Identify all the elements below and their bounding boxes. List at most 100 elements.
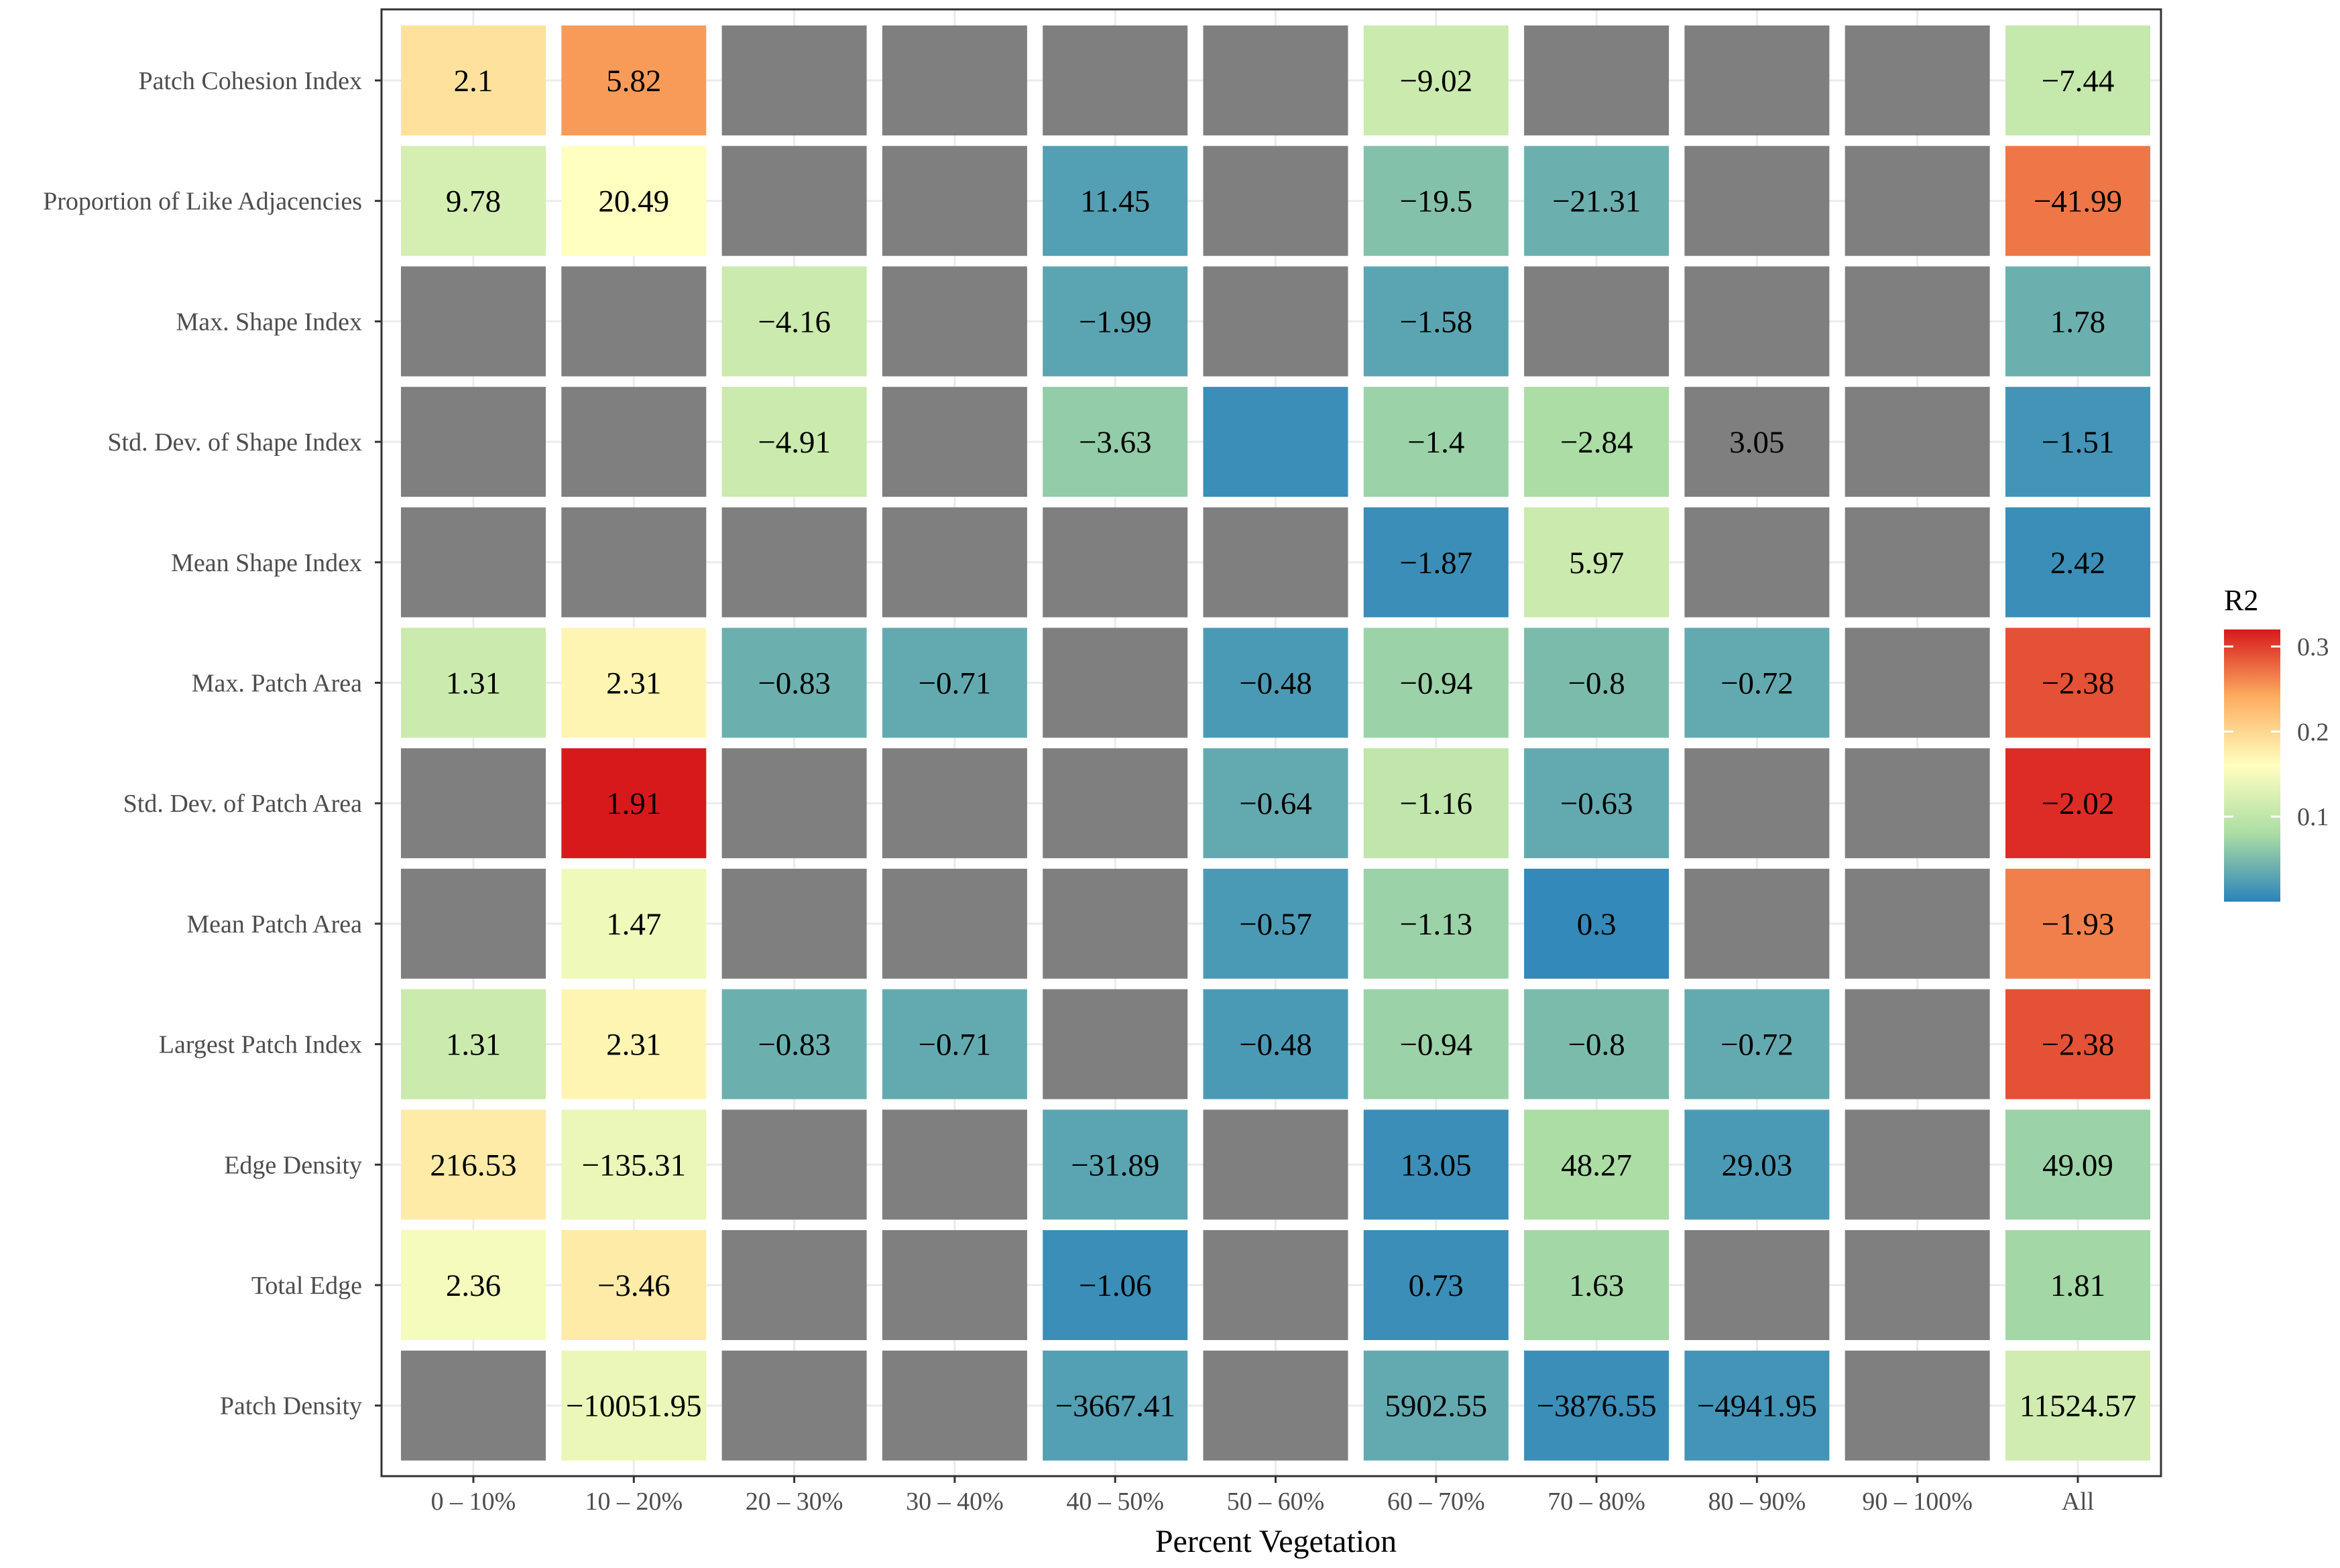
cell-value-label: −41.99 bbox=[2034, 184, 2122, 219]
cell-value-label: 1.31 bbox=[446, 1028, 501, 1063]
cell-value-label: −21.31 bbox=[1552, 184, 1641, 219]
cell-value-label: −1.06 bbox=[1079, 1268, 1152, 1303]
heatmap-cell bbox=[1524, 1109, 1670, 1220]
y-tick-label: Total Edge bbox=[251, 1272, 362, 1300]
heatmap-cell bbox=[561, 507, 707, 617]
heatmap-cell bbox=[721, 989, 867, 1099]
cell-value-label: 11.45 bbox=[1080, 184, 1150, 219]
heatmap-cell bbox=[2005, 868, 2150, 979]
heatmap-cell bbox=[1524, 387, 1670, 497]
heatmap-cell bbox=[882, 387, 1027, 497]
heatmap-cell bbox=[882, 748, 1027, 859]
heatmap-cell bbox=[1845, 1230, 1990, 1340]
cell-value-label: −1.93 bbox=[2042, 907, 2115, 942]
heatmap-cell bbox=[401, 1230, 546, 1340]
cell-value-label: −3667.41 bbox=[1055, 1389, 1175, 1424]
cell-value-label: 2.31 bbox=[606, 666, 661, 701]
y-tick-label: Largest Patch Index bbox=[159, 1031, 362, 1059]
y-axis-labels: Patch Cohesion Index Proportion of Like A… bbox=[43, 67, 382, 1421]
heatmap-cell bbox=[401, 1109, 546, 1220]
heatmap-cell bbox=[1203, 1109, 1348, 1220]
x-tick-label: 90 – 100% bbox=[1862, 1488, 1973, 1516]
heatmap-cell bbox=[1363, 1350, 1509, 1461]
heatmap-cell bbox=[1043, 748, 1188, 859]
heatmap-cell bbox=[1043, 266, 1188, 377]
heatmap-cell bbox=[1684, 1109, 1830, 1220]
heatmap-cell bbox=[1684, 868, 1830, 979]
heatmap-cell bbox=[1203, 507, 1348, 617]
cell-value-label: −31.89 bbox=[1071, 1148, 1159, 1183]
heatmap-cell bbox=[1203, 1230, 1348, 1340]
heatmap-cell bbox=[1524, 25, 1670, 135]
heatmap-cell bbox=[1043, 387, 1188, 497]
cell-value-label: 2.31 bbox=[606, 1028, 661, 1063]
heatmap-cell bbox=[721, 868, 867, 979]
cell-value-label: −0.71 bbox=[919, 666, 992, 701]
heatmap-cell bbox=[1043, 1350, 1188, 1461]
cell-value-label: −0.83 bbox=[758, 666, 831, 701]
heatmap-cell bbox=[1684, 627, 1830, 738]
heatmap-cell bbox=[882, 145, 1027, 256]
cell-value-label: 1.47 bbox=[606, 907, 661, 942]
heatmap-cell bbox=[2005, 1109, 2150, 1220]
heatmap-cell bbox=[2005, 145, 2150, 256]
heatmap-cell bbox=[882, 1350, 1027, 1461]
legend-tick-label: 0.1 bbox=[2297, 803, 2329, 831]
heatmap-cell bbox=[721, 507, 867, 617]
heatmap-cell bbox=[2005, 25, 2150, 135]
cell-value-label: −19.5 bbox=[1399, 184, 1472, 219]
heatmap-cell bbox=[882, 507, 1027, 617]
cell-value-label: −0.72 bbox=[1720, 666, 1794, 701]
x-tick-label: 50 – 60% bbox=[1227, 1488, 1325, 1516]
cell-value-label: −0.72 bbox=[1720, 1028, 1794, 1063]
cell-value-label: −1.51 bbox=[2042, 425, 2115, 460]
heatmap-cell bbox=[401, 145, 546, 256]
heatmap-cell bbox=[1043, 145, 1188, 256]
heatmap-cell bbox=[1684, 748, 1830, 859]
heatmap-cell bbox=[721, 1109, 867, 1220]
x-tick-label: 30 – 40% bbox=[906, 1488, 1004, 1516]
cell-value-label: −1.99 bbox=[1079, 304, 1152, 339]
heatmap-cell bbox=[882, 627, 1027, 738]
heatmap-cell bbox=[2005, 387, 2150, 497]
heatmap-cell bbox=[721, 387, 867, 497]
heatmap-cell bbox=[1524, 1350, 1670, 1461]
cell-value-label: −1.4 bbox=[1407, 425, 1464, 460]
cell-value-label: −10051.95 bbox=[566, 1389, 702, 1424]
cell-value-label: 2.42 bbox=[2050, 546, 2105, 581]
heatmap-cell bbox=[561, 387, 707, 497]
cell-value-label: 48.27 bbox=[1561, 1148, 1632, 1183]
x-tick-label: All bbox=[2062, 1488, 2095, 1516]
heatmap-cell bbox=[1203, 25, 1348, 135]
heatmap-cell bbox=[561, 145, 707, 256]
heatmap-cell bbox=[721, 145, 867, 256]
y-tick-label: Proportion of Like Adjacencies bbox=[43, 188, 362, 216]
heatmap-cell bbox=[1043, 507, 1188, 617]
x-axis-labels: 0 – 10% 10 – 20% 20 – 30% 30 – 40% 40 – 50% 5… bbox=[431, 1476, 2095, 1516]
heatmap-cell bbox=[401, 266, 546, 377]
heatmap-cell bbox=[1203, 868, 1348, 979]
cell-value-label: −3.46 bbox=[597, 1268, 670, 1303]
cell-value-label: −0.83 bbox=[758, 1028, 831, 1063]
y-tick-label: Mean Patch Area bbox=[186, 910, 362, 939]
cell-value-label: 20.49 bbox=[598, 184, 669, 219]
heatmap-cell bbox=[561, 1230, 707, 1340]
y-tick-label: Std. Dev. of Patch Area bbox=[123, 790, 362, 818]
cell-value-label: −135.31 bbox=[581, 1148, 686, 1183]
heatmap-cell bbox=[1684, 1230, 1830, 1340]
heatmap-cell bbox=[1363, 748, 1509, 859]
heatmap-cell bbox=[1684, 266, 1830, 377]
cell-value-label: 0.73 bbox=[1409, 1268, 1464, 1303]
heatmap-cell bbox=[561, 748, 707, 859]
heatmap-cell bbox=[1043, 989, 1188, 1099]
heatmap-cell bbox=[721, 1230, 867, 1340]
heatmap-cell bbox=[1524, 868, 1670, 979]
heatmap-cell bbox=[2005, 627, 2150, 738]
heatmap-cell bbox=[2005, 989, 2150, 1099]
cell-value-label: 216.53 bbox=[430, 1148, 516, 1183]
cell-value-label: −1.58 bbox=[1399, 304, 1472, 339]
heatmap-cell bbox=[882, 989, 1027, 1099]
heatmap-cell bbox=[721, 627, 867, 738]
cell-value-label: 5.97 bbox=[1569, 546, 1624, 581]
